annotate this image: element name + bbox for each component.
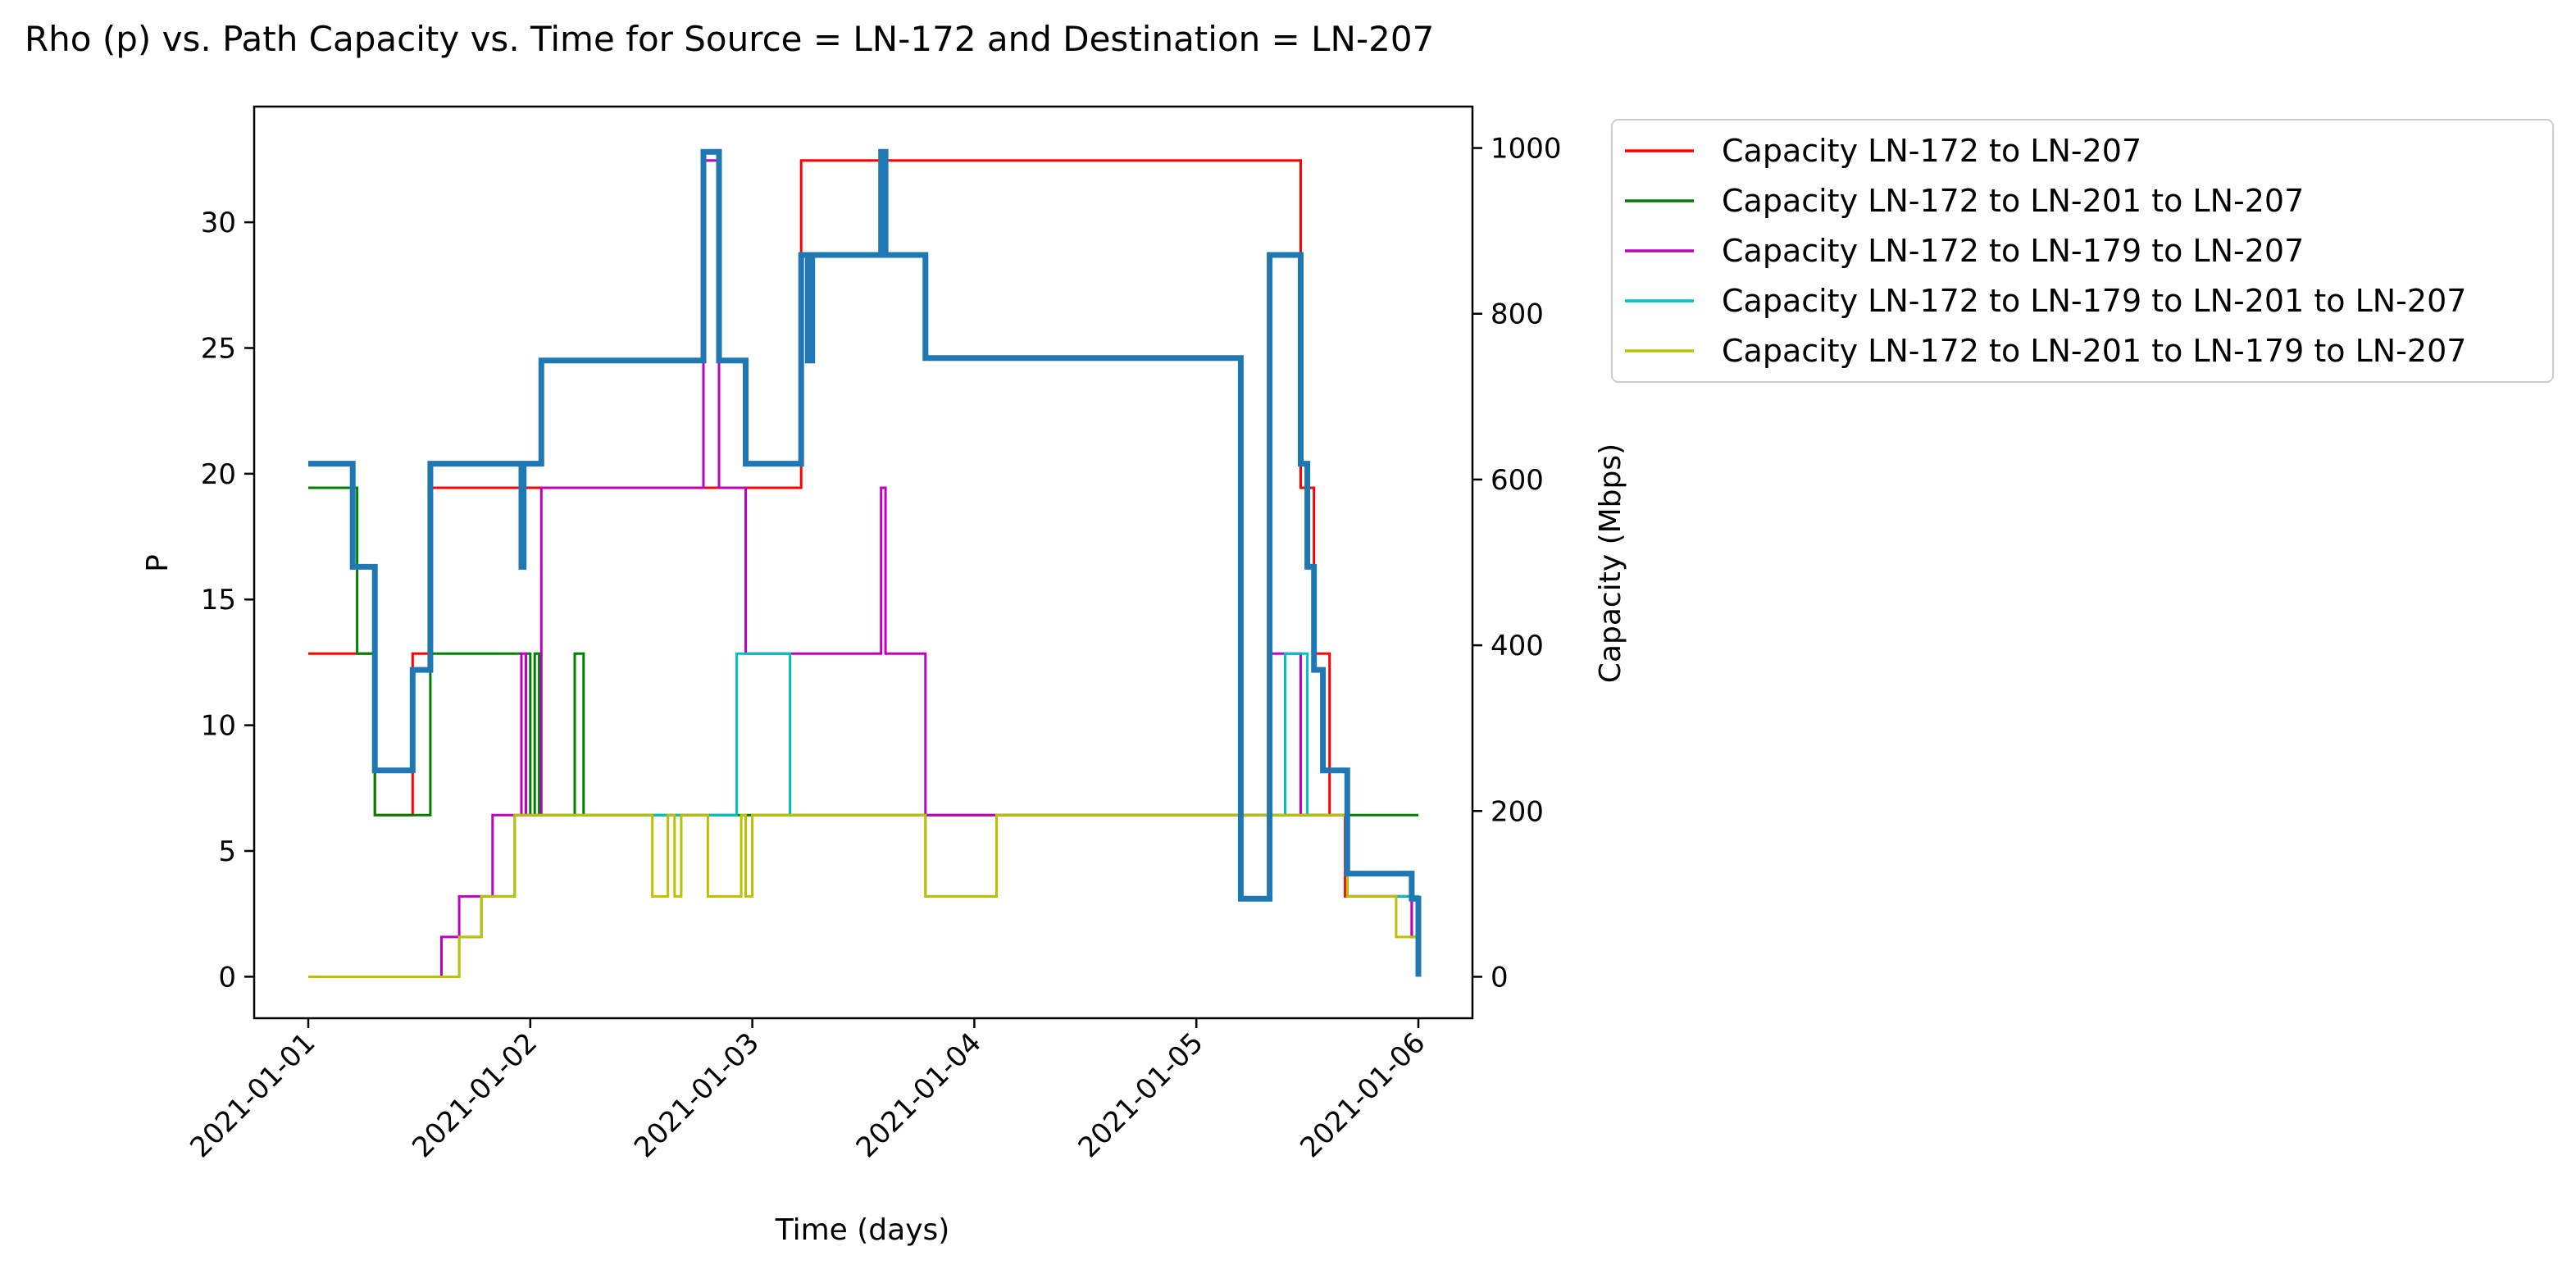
x-tick-label: 2021-01-06 (1294, 1026, 1431, 1164)
rho-line (308, 148, 1422, 977)
y-left-tick-label: 25 (201, 332, 236, 365)
x-tick-label: 2021-01-05 (1072, 1026, 1210, 1164)
series-line-1 (308, 159, 1420, 977)
legend-entry-1: Capacity LN-172 to LN-207 (1722, 133, 2141, 169)
y-right-tick-label: 200 (1491, 795, 1544, 828)
series-line-2 (308, 486, 1418, 817)
x-axis-label: Time (days) (775, 1213, 950, 1247)
y-right-tick-label: 600 (1491, 464, 1544, 497)
y-left-tick-label: 15 (201, 584, 236, 617)
legend-entry-2: Capacity LN-172 to LN-201 to LN-207 (1722, 183, 2304, 219)
series-line-3 (308, 159, 1420, 978)
y-left-tick-label: 20 (201, 458, 236, 491)
y-right-tick-label: 0 (1491, 961, 1509, 994)
y-axis-label-left: P (141, 554, 175, 572)
legend-box (1611, 119, 2554, 383)
y-left-tick-label: 10 (201, 710, 236, 743)
x-tick-label: 2021-01-03 (628, 1026, 766, 1164)
y-right-tick-label: 400 (1491, 630, 1544, 662)
x-tick-label: 2021-01-01 (184, 1026, 321, 1164)
legend-entry-3: Capacity LN-172 to LN-179 to LN-207 (1722, 233, 2304, 269)
plot-area (308, 148, 1422, 978)
legend-entry-4: Capacity LN-172 to LN-179 to LN-201 to L… (1722, 283, 2466, 319)
legend-entry-5: Capacity LN-172 to LN-201 to LN-179 to L… (1722, 333, 2466, 369)
series-line-5 (308, 813, 1420, 978)
y-left-tick-label: 30 (201, 207, 236, 239)
chart-title: Rho (p) vs. Path Capacity vs. Time for S… (25, 19, 1434, 59)
y-left-tick-label: 5 (218, 835, 236, 868)
y-right-tick-label: 1000 (1491, 133, 1562, 166)
plot-frame (253, 105, 1474, 1020)
legend: Capacity LN-172 to LN-207 Capacity LN-172… (1611, 119, 2554, 383)
y-right-tick-label: 800 (1491, 298, 1544, 331)
y-axis-label-right: Capacity (Mbps) (1594, 444, 1627, 683)
y-left-tick-label: 0 (218, 961, 236, 994)
x-tick-label: 2021-01-04 (850, 1026, 988, 1164)
x-tick-label: 2021-01-02 (406, 1026, 544, 1164)
axes: 0 5 10 15 20 25 30 0 200 400 600 800 1000 2021-01-01 2… (184, 105, 1562, 1164)
